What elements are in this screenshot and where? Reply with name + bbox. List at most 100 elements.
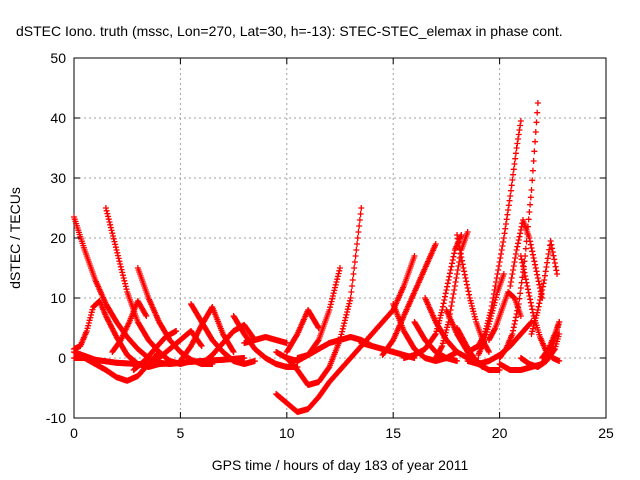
data-point	[460, 265, 467, 271]
data-point	[527, 296, 534, 303]
data-point	[441, 335, 448, 341]
data-point	[437, 312, 444, 319]
y-tick-label: 20	[50, 230, 66, 246]
data-point	[117, 261, 124, 267]
data-point	[517, 118, 524, 124]
data-point	[459, 261, 466, 268]
data-series	[145, 328, 205, 367]
data-point	[315, 325, 322, 331]
data-point	[102, 205, 109, 211]
data-point	[522, 245, 529, 252]
data-point	[197, 342, 204, 348]
y-axis-title: dSTEC / TECUs	[7, 187, 23, 289]
data-point	[444, 283, 451, 290]
data-point	[539, 287, 546, 293]
data-series	[400, 232, 465, 361]
data-point	[119, 269, 126, 276]
data-point	[526, 235, 533, 241]
data-point	[355, 229, 362, 235]
data-point	[116, 258, 123, 265]
data-point	[531, 258, 538, 265]
data-point	[338, 331, 345, 338]
data-point	[533, 312, 540, 319]
data-point	[484, 326, 491, 333]
data-point	[488, 310, 495, 317]
data-point	[447, 267, 454, 273]
data-point	[173, 328, 180, 334]
data-point	[488, 313, 495, 319]
data-point	[532, 315, 539, 321]
data-point	[494, 271, 501, 277]
data-point	[512, 251, 519, 257]
y-tick-label: 40	[50, 110, 66, 126]
data-point	[529, 325, 536, 332]
data-point	[505, 207, 512, 213]
data-point	[84, 325, 91, 332]
data-point	[526, 209, 533, 215]
data-point	[115, 255, 122, 262]
y-tick-label: 30	[50, 170, 66, 186]
data-point	[500, 235, 507, 241]
data-point	[517, 313, 524, 319]
data-point	[515, 136, 522, 142]
data-point	[533, 119, 540, 126]
data-point	[357, 211, 364, 217]
data-point	[142, 311, 149, 318]
data-point	[87, 314, 94, 321]
data-series	[507, 217, 546, 301]
data-point	[340, 323, 347, 329]
data-point	[356, 223, 363, 229]
data-point	[120, 275, 127, 281]
data-point	[495, 267, 502, 273]
data-point	[515, 301, 522, 307]
data-point	[354, 235, 361, 241]
data-point	[514, 243, 521, 250]
data-point	[498, 251, 505, 257]
data-point	[105, 213, 112, 220]
data-point	[517, 227, 524, 233]
data-point	[532, 265, 539, 271]
data-point	[432, 331, 439, 337]
data-point	[454, 271, 461, 277]
data-point	[552, 263, 559, 270]
data-point	[485, 347, 492, 354]
data-point	[336, 267, 343, 274]
data-point	[541, 272, 548, 279]
y-tick-label: 0	[58, 350, 66, 366]
data-point	[358, 205, 365, 211]
data-point	[553, 267, 560, 274]
x-tick-label: 25	[598, 425, 614, 441]
data-point	[114, 249, 121, 256]
data-point	[507, 187, 514, 194]
data-point	[500, 271, 507, 277]
data-point	[85, 320, 92, 326]
data-point	[509, 331, 516, 337]
data-point	[465, 288, 472, 295]
data-point	[534, 275, 541, 281]
data-point	[544, 259, 551, 266]
data-point	[436, 317, 443, 324]
data-point	[485, 323, 492, 330]
data-point	[510, 324, 517, 331]
data-point	[112, 244, 119, 251]
data-point	[522, 276, 529, 283]
data-point	[441, 293, 448, 300]
y-tick-label: 50	[50, 50, 66, 66]
data-point	[499, 243, 506, 249]
data-point	[341, 320, 348, 327]
data-point	[107, 224, 114, 231]
data-point	[464, 285, 471, 291]
data-point	[453, 275, 460, 281]
data-point	[434, 325, 441, 332]
data-point	[515, 304, 522, 311]
data-point	[508, 275, 515, 281]
data-point	[105, 216, 112, 223]
data-point	[510, 166, 517, 173]
data-point	[512, 150, 519, 157]
data-point	[485, 321, 492, 327]
data-point	[508, 182, 515, 189]
x-tick-label: 15	[385, 425, 401, 441]
data-point	[536, 300, 543, 307]
data-point	[542, 268, 549, 275]
data-point	[352, 253, 359, 259]
